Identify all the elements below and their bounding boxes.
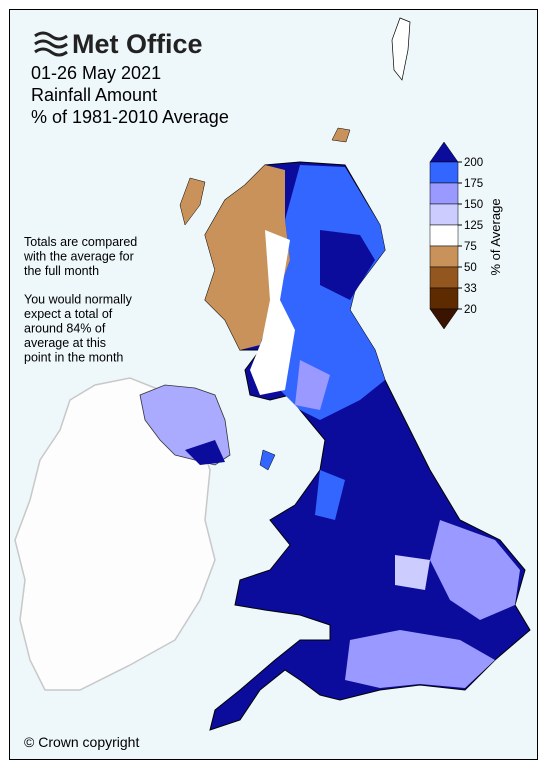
legend-swatch [429,161,459,184]
title-line: 01-26 May 2021 [31,63,161,83]
scotland-east-heavy [320,230,375,300]
western-isles [179,177,206,226]
note-line: the full month [24,264,99,278]
scotland-east [260,165,385,420]
south-coast [345,630,495,688]
note-line: around 84% of [24,322,106,336]
legend-tick-label: 125 [464,220,483,232]
legend-swatch [429,287,459,310]
note-line: point in the month [24,351,123,365]
legend-swatch [429,203,459,226]
legend-tick-label: 150 [464,199,483,211]
shetland [391,17,411,81]
legend-swatch [429,224,459,247]
legend-swatch [429,245,459,268]
midlands-patch [395,555,430,590]
ni-heavy-rain [185,440,225,465]
borders-patch [295,360,330,410]
note-line: expect a total of [24,307,113,321]
note-line: average at this [24,336,106,350]
title-line: Rainfall Amount [31,85,157,105]
note-line: You would normally [24,293,133,307]
legend-swatch [429,266,459,289]
note-line: with the average for [23,250,134,264]
legend-triangle-bottom [429,308,459,330]
legend-swatch [429,182,459,205]
copyright: © Crown copyright [24,734,139,750]
logo-text: Met Office [72,29,203,59]
legend-tick-label: 20 [464,304,477,316]
title-line: % of 1981-2010 Average [31,107,229,127]
legend-tick-label: 33 [464,283,477,295]
logo-icon [34,31,68,57]
east-anglia [430,520,520,620]
legend-tick-label: 50 [464,262,477,274]
orkney [331,127,351,143]
legend-tick-label: 200 [464,157,483,169]
legend-tick-label: 175 [464,178,483,190]
note-line: Totals are compared [24,235,137,249]
isle-of-man [259,449,276,471]
central-belt-normal [250,230,295,395]
north-west-patch [315,470,345,520]
legend-tick-label: 75 [464,241,477,253]
legend-label: % of Average [488,198,503,275]
scotland-west-dry [205,165,290,350]
